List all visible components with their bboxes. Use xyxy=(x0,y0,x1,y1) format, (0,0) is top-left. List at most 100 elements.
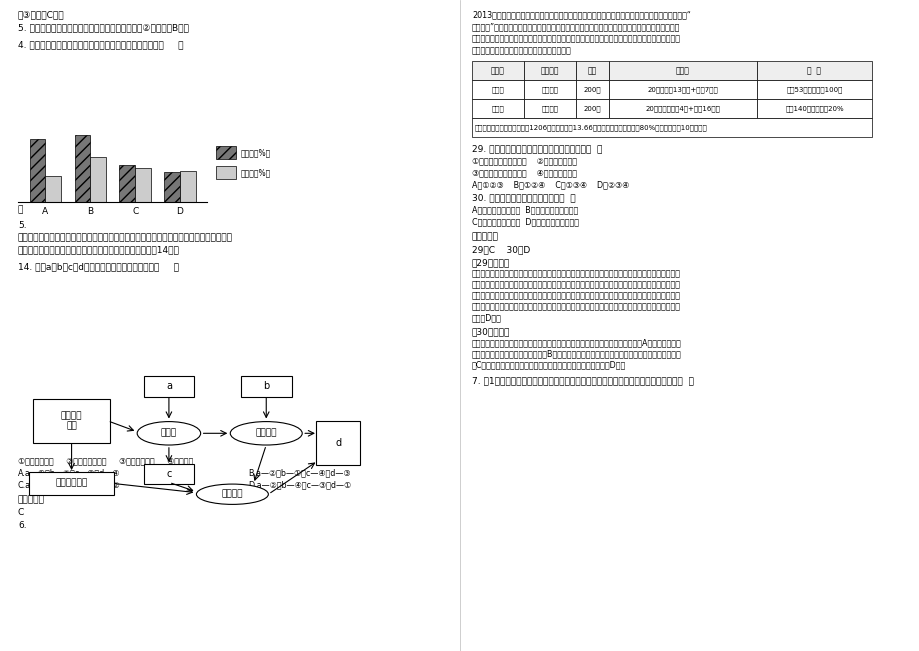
Text: C.a—①、b—③、c—④、d—②: C.a—①、b—③、c—④、d—② xyxy=(18,480,120,489)
Text: 200亩: 200亩 xyxy=(583,86,601,93)
Bar xyxy=(524,99,575,118)
Bar xyxy=(471,80,524,99)
Text: 现有53户计划发展100户: 现有53户计划发展100户 xyxy=(786,86,842,93)
Text: 松江家庭农场的发展，出现了种植大户，但是该地种植的粮食作物品种不会改变，A错。土地面积未: 松江家庭农场的发展，出现了种植大户，但是该地种植的粮食作物品种不会改变，A错。土… xyxy=(471,338,681,347)
Text: 出生率（%）: 出生率（%） xyxy=(240,148,270,157)
Bar xyxy=(608,80,756,99)
Text: 现有140户计划年墖20%: 现有140户计划年墖20% xyxy=(784,105,843,112)
Text: 备  注: 备 注 xyxy=(807,66,821,75)
Bar xyxy=(165,172,180,202)
Text: 种养结合: 种养结合 xyxy=(541,86,558,93)
FancyBboxPatch shape xyxy=(29,471,114,495)
Text: 200亩: 200亩 xyxy=(583,105,601,112)
Text: 30题详解、: 30题详解、 xyxy=(471,327,510,336)
Bar xyxy=(45,176,61,202)
Bar xyxy=(524,61,575,80)
Text: 是③。故选C项。: 是③。故选C项。 xyxy=(18,10,64,19)
Text: 减少，农业水利工程量也不会减少，B错。随着城市化水平的提高，非农用地面积会增加，不会减少: 减少，农业水利工程量也不会减少，B错。随着城市化水平的提高，非农用地面积会增加，… xyxy=(471,349,681,358)
Bar xyxy=(216,146,235,159)
Text: 29题详解、: 29题详解、 xyxy=(471,258,510,267)
Text: 6.: 6. xyxy=(18,521,27,530)
Text: 29．C    30．D: 29．C 30．D xyxy=(471,245,529,254)
Text: A.a—①、b—②、c—③、d—④: A.a—①、b—②、c—③、d—④ xyxy=(18,468,120,477)
Bar xyxy=(29,139,45,202)
Text: 家庭农场”概念首次在中央一号文件中出现。家庭农场是指以家庭成员为主要劳动力，从事农业规模: 家庭农场”概念首次在中央一号文件中出现。家庭农场是指以家庭成员为主要劳动力，从事… xyxy=(471,22,680,31)
Text: 。以农业收入为主，农产品就要面向市场，根据市场的需求情况，安排农业生产规模和类型，即市场: 。以农业收入为主，农产品就要面向市场，根据市场的需求情况，安排农业生产规模和类型… xyxy=(471,280,680,289)
Bar xyxy=(471,61,524,80)
Text: ①工业化和城镇化的推进    ②交通运输的完善: ①工业化和城镇化的推进 ②交通运输的完善 xyxy=(471,156,576,165)
Text: ③农产品市场需求的变化    ④国家政策的扶持: ③农产品市场需求的变化 ④国家政策的扶持 xyxy=(471,168,576,177)
Text: b: b xyxy=(263,381,269,391)
Ellipse shape xyxy=(197,484,268,505)
Text: 年收入: 年收入 xyxy=(675,66,689,75)
Text: 自然条件
优越: 自然条件 优越 xyxy=(61,411,82,430)
Text: 2013年中央一号文件提出：鼓励和支持承包土地向专业大户、家庭农场、农民合作社流转。其中，“: 2013年中央一号文件提出：鼓励和支持承包土地向专业大户、家庭农场、农民合作社流… xyxy=(471,10,690,19)
Text: a: a xyxy=(165,381,172,391)
Text: 农场主: 农场主 xyxy=(491,66,505,75)
Bar xyxy=(74,135,90,202)
Text: 生产率高: 生产率高 xyxy=(255,429,277,438)
Bar xyxy=(608,61,756,80)
Text: c: c xyxy=(166,469,172,479)
Bar xyxy=(756,61,871,80)
Text: 单产高: 单产高 xyxy=(161,429,176,438)
Text: 李春风: 李春风 xyxy=(491,86,504,93)
Text: 7. 图1为北半球某河道示意图，图中岛的因泥沙不断堆积而扩大，最终导致的结果是（  ）: 7. 图1为北半球某河道示意图，图中岛的因泥沙不断堆积而扩大，最终导致的结果是（… xyxy=(471,376,693,385)
Text: ，C错。农场生产的机械化水平高，需要的农业劳动力数量减少，D对。: ，C错。农场生产的机械化水平高，需要的农业劳动力数量减少，D对。 xyxy=(471,360,626,369)
Bar xyxy=(119,165,135,202)
Text: C: C xyxy=(18,192,24,201)
Text: 出现提供了可能。交通运输的完善与家庭农场出现没有因果关系。根据材料可知，有国家政策的扶持: 出现提供了可能。交通运输的完善与家庭农场出现没有因果关系。根据材料可知，有国家政… xyxy=(471,302,680,311)
Text: ①农业科技先进     ②人均耕地面积大     ③机械化水平高     ④市场广阔: ①农业科技先进 ②人均耕地面积大 ③机械化水平高 ④市场广阔 xyxy=(18,456,193,465)
Text: 商品率高: 商品率高 xyxy=(221,490,243,499)
Text: 20万（农机服务4万+种甑16万）: 20万（农机服务4万+种甑16万） xyxy=(645,105,720,112)
Text: d: d xyxy=(335,437,341,448)
FancyBboxPatch shape xyxy=(33,399,109,443)
Text: 机农结合: 机农结合 xyxy=(541,105,558,112)
Text: 商品谷物农业是一种面向市场的农业地域类型，其基本特征是生产规模大、机械化程度高、: 商品谷物农业是一种面向市场的农业地域类型，其基本特征是生产规模大、机械化程度高、 xyxy=(18,233,233,242)
Text: 家庭农场经营情况的部分资料，回答下列问题。: 家庭农场经营情况的部分资料，回答下列问题。 xyxy=(471,46,571,55)
Bar xyxy=(524,80,575,99)
Bar xyxy=(135,169,151,202)
Text: 化、集约化、商品化生产经营，并以农业收入为家庭主要收入来源的新型农业经营主体。读上海松江: 化、集约化、商品化生产经营，并以农业收入为家庭主要收入来源的新型农业经营主体。读… xyxy=(471,34,680,43)
Text: 交通运输便利: 交通运输便利 xyxy=(55,478,87,488)
Bar xyxy=(756,99,871,118)
Text: 29. 家庭农场在我国的出现和发展主要得益于（  ）: 29. 家庭农场在我国的出现和发展主要得益于（ ） xyxy=(471,144,602,153)
Text: 决定了家庭农场农业生产的规模和类型。工业化和城镇化的推进，农业机械化水平提高，为专业大户: 决定了家庭农场农业生产的规模和类型。工业化和城镇化的推进，农业机械化水平提高，为… xyxy=(471,291,680,300)
Bar xyxy=(756,80,871,99)
Bar xyxy=(216,166,235,179)
Text: 30. 松江家庭农场的发展将使该地（  ）: 30. 松江家庭农场的发展将使该地（ ） xyxy=(471,193,575,202)
Bar xyxy=(575,99,608,118)
Text: C: C xyxy=(18,508,24,517)
Text: 20万（种田13田万+养的7万）: 20万（种田13田万+养的7万） xyxy=(647,86,718,93)
Text: 参考答案：: 参考答案： xyxy=(471,232,498,241)
Bar xyxy=(471,99,524,118)
Text: 总体情况：松江现有家庭农场1206户，经营面积13.66万亩，占全区良田面积的80%，户均年收儍10万元左右: 总体情况：松江现有家庭农场1206户，经营面积13.66万亩，占全区良田面积的8… xyxy=(474,124,707,131)
Bar xyxy=(90,157,106,202)
Text: B.a—②、b—①、c—④、d—③: B.a—②、b—①、c—④、d—③ xyxy=(248,468,350,477)
Bar xyxy=(608,99,756,118)
Text: 5. 我国的渭河平原和汾河谷地属于地地，对应的是②。答案选B项。: 5. 我国的渭河平原和汾河谷地属于地地，对应的是②。答案选B项。 xyxy=(18,23,188,32)
Bar xyxy=(180,171,196,202)
FancyBboxPatch shape xyxy=(315,421,360,465)
Text: 。所以D对。: 。所以D对。 xyxy=(471,313,502,322)
Text: C．非农用地面积减少  D．农业劳动力数量减少: C．非农用地面积减少 D．农业劳动力数量减少 xyxy=(471,217,578,226)
Text: D.a—②、b—④、c—③、d—①: D.a—②、b—④、c—③、d—① xyxy=(248,480,351,489)
Text: A．①②③    B．①②④    C．①③④    D．②③④: A．①②③ B．①②④ C．①③④ D．②③④ xyxy=(471,180,629,189)
Text: 5.: 5. xyxy=(18,221,27,230)
Bar xyxy=(575,61,608,80)
FancyBboxPatch shape xyxy=(143,376,194,396)
Text: 4. 为了缓解人口压力，我国应采取下图人口增长模式中的（     ）: 4. 为了缓解人口压力，我国应采取下图人口增长模式中的（ ） xyxy=(18,40,183,49)
Text: 死亡率（%）: 死亡率（%） xyxy=(240,168,270,177)
FancyBboxPatch shape xyxy=(241,376,291,396)
FancyBboxPatch shape xyxy=(143,464,194,484)
Bar xyxy=(471,118,871,137)
Text: A．粮食作物品种调整  B．农业水利工程量减少: A．粮食作物品种调整 B．农业水利工程量减少 xyxy=(471,205,578,214)
Text: 根据材料可知，家庭农场是商品化生产经营，并以农业收入为家庭主要收入来源的新型农业经营主体: 根据材料可知，家庭农场是商品化生产经营，并以农业收入为家庭主要收入来源的新型农业… xyxy=(471,269,680,278)
Bar xyxy=(575,80,608,99)
Text: 略: 略 xyxy=(18,205,23,214)
Ellipse shape xyxy=(137,422,200,445)
Text: 张小弟: 张小弟 xyxy=(491,105,504,112)
Text: 参考答案：: 参考答案： xyxy=(18,179,45,188)
Text: 参考答案：: 参考答案： xyxy=(18,495,45,504)
Ellipse shape xyxy=(230,422,301,445)
